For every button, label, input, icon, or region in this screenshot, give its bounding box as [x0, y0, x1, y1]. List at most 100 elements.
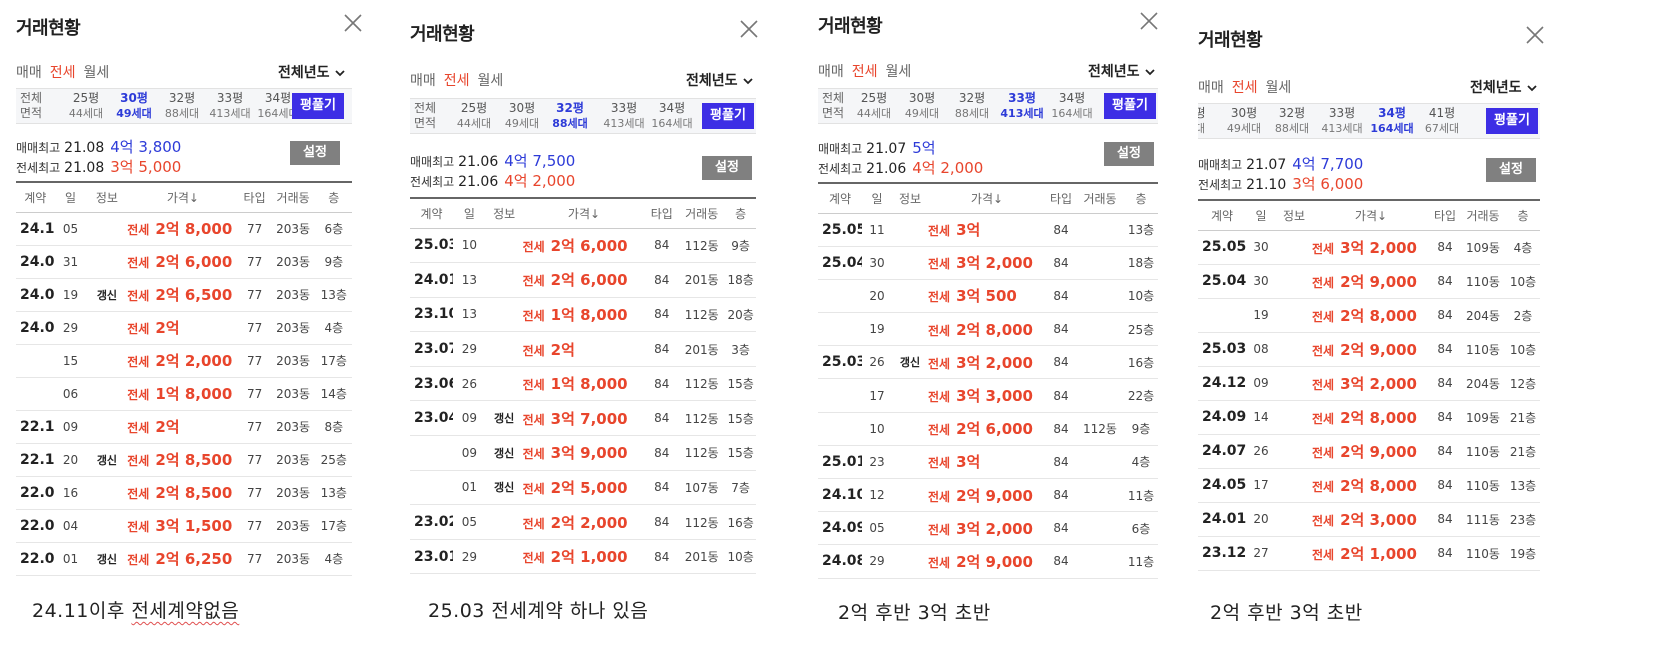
- size-option[interactable]: 33평 413세대: [1318, 106, 1366, 136]
- close-icon[interactable]: [1138, 10, 1160, 32]
- sale-max-date: 21.08: [64, 140, 105, 156]
- size-option[interactable]: 41평 67세대: [1418, 106, 1466, 136]
- building-number: [1076, 279, 1124, 314]
- year-dropdown[interactable]: 전체년도: [686, 70, 754, 90]
- tab-jeonse[interactable]: 전세: [851, 64, 878, 80]
- building-number: 203동: [270, 476, 316, 510]
- floor: 19층: [1506, 536, 1540, 571]
- contract-month: [818, 412, 862, 446]
- size-option[interactable]: 34평 164세대: [1048, 91, 1096, 121]
- column-header[interactable]: 가격↓: [127, 181, 239, 213]
- pyeong-expand-button[interactable]: 평풀기: [702, 103, 754, 129]
- deal-type-label: 전세: [1312, 445, 1335, 460]
- chevron-down-icon: [738, 73, 754, 89]
- deal-type-label: 전세: [928, 522, 951, 537]
- year-dropdown[interactable]: 전체년도: [278, 62, 346, 82]
- column-header[interactable]: 가격↓: [928, 182, 1046, 214]
- tab-sale[interactable]: 매매: [818, 64, 844, 80]
- price-value: 2억 9,000: [956, 552, 1033, 571]
- tab-monthly[interactable]: 월세: [477, 73, 504, 89]
- size-option[interactable]: 32평 88세대: [1268, 106, 1316, 136]
- settings-button[interactable]: 설정: [702, 156, 752, 180]
- size-option[interactable]: 34평 164세대: [254, 91, 302, 121]
- table-row: 15 전세 2억 2,000 77 203동 17층: [16, 344, 352, 378]
- tab-sale[interactable]: 매매: [1198, 80, 1224, 96]
- tab-jeonse[interactable]: 전세: [1231, 80, 1258, 96]
- tab-jeonse[interactable]: 전세: [443, 73, 470, 89]
- column-header[interactable]: 가격↓: [522, 197, 646, 229]
- size-option[interactable]: 33평 413세대: [600, 101, 648, 131]
- tab-sale[interactable]: 매매: [410, 73, 436, 89]
- close-icon[interactable]: [1524, 24, 1546, 46]
- size-option[interactable]: 32평 88세대: [158, 91, 206, 121]
- contract-day: 10: [452, 228, 486, 264]
- jeonse-max-line: 전세최고 21.06 4억 2,000: [818, 157, 983, 178]
- renewal-info: 갱신: [86, 443, 128, 477]
- size-pyeong: 32평: [1278, 106, 1306, 120]
- pyeong-expand-button[interactable]: 평풀기: [292, 93, 344, 119]
- unit-type: 84: [1046, 345, 1076, 380]
- price-cell: 전세 3억 9,000: [522, 435, 646, 471]
- pyeong-expand-button[interactable]: 평풀기: [1486, 108, 1538, 134]
- unit-type: 84: [1430, 434, 1460, 469]
- close-icon[interactable]: [738, 18, 760, 40]
- deal-type-label: 전세: [1312, 275, 1335, 290]
- size-pyeong: 32평: [958, 91, 986, 105]
- tab-jeonse[interactable]: 전세: [49, 65, 76, 81]
- table-row: 25.05 30 전세 3억 2,000 84 109동 4층: [1198, 230, 1540, 265]
- size-option[interactable]: 평대: [1198, 106, 1224, 136]
- renewal-info: [892, 213, 928, 247]
- deal-type-label: 전세: [1312, 343, 1335, 358]
- settings-button[interactable]: 설정: [290, 141, 340, 165]
- close-icon[interactable]: [342, 12, 364, 34]
- tab-monthly[interactable]: 월세: [1265, 80, 1292, 96]
- size-option[interactable]: 30평 49세대: [1220, 106, 1268, 136]
- price-cell: 전세 2억 6,000: [522, 228, 646, 264]
- unit-type: 84: [1046, 511, 1076, 546]
- price-cell: 전세 2억 1,000: [1312, 536, 1430, 571]
- size-option[interactable]: 33평 413세대: [998, 91, 1046, 121]
- tab-monthly[interactable]: 월세: [83, 65, 110, 81]
- settings-button[interactable]: 설정: [1104, 142, 1154, 166]
- tab-monthly[interactable]: 월세: [885, 64, 912, 80]
- size-pyeong: 32평: [168, 91, 196, 105]
- contract-month: 24.09: [818, 511, 862, 546]
- price-value: 2억 9,000: [1340, 340, 1417, 359]
- building-number: [1076, 445, 1124, 480]
- size-option[interactable]: 34평 164세대: [1368, 106, 1416, 136]
- size-units: 49세대: [1226, 122, 1262, 135]
- contract-day: 19: [862, 312, 892, 347]
- size-option[interactable]: 32평 88세대: [948, 91, 996, 121]
- contract-day: 09: [1246, 366, 1276, 401]
- year-dropdown[interactable]: 전체년도: [1470, 77, 1538, 97]
- tab-sale[interactable]: 매매: [16, 65, 42, 81]
- table-row: 24.08 29 전세 2억 9,000 84 11층: [818, 544, 1158, 579]
- size-option[interactable]: 30평 49세대: [898, 91, 946, 121]
- deal-type-label: 전세: [928, 356, 951, 371]
- size-option[interactable]: 30평 49세대: [110, 91, 158, 121]
- price-value: 2억 9,000: [1340, 442, 1417, 461]
- size-option[interactable]: 33평 413세대: [206, 91, 254, 121]
- unit-type: 77: [238, 278, 271, 312]
- size-option[interactable]: 32평 88세대: [546, 101, 594, 131]
- size-option[interactable]: 34평 164세대: [648, 101, 696, 131]
- price-value: 2억: [155, 418, 180, 436]
- pyeong-expand-button[interactable]: 평풀기: [1104, 93, 1156, 119]
- column-header[interactable]: 가격↓: [1312, 199, 1430, 231]
- renewal-info: [86, 410, 128, 444]
- size-option[interactable]: 30평 49세대: [498, 101, 546, 131]
- settings-button[interactable]: 설정: [1486, 158, 1536, 182]
- sale-max-line: 매매최고 21.08 4억 3,800: [16, 136, 181, 157]
- year-dropdown[interactable]: 전체년도: [1088, 61, 1156, 81]
- unit-type: 84: [1046, 246, 1076, 280]
- size-option[interactable]: 25평 44세대: [450, 101, 498, 131]
- size-option[interactable]: 25평 44세대: [850, 91, 898, 121]
- size-option[interactable]: 25평 44세대: [62, 91, 110, 121]
- contract-day: 19: [54, 278, 87, 312]
- unit-type: 77: [238, 377, 271, 411]
- renewal-info: [485, 297, 523, 333]
- size-units: 413세대: [1321, 122, 1363, 135]
- size-filter-bar: 전체 면적 25평 44세대 30평 49세대 32평 88세대 33평 413세대 34평 164…: [16, 88, 352, 124]
